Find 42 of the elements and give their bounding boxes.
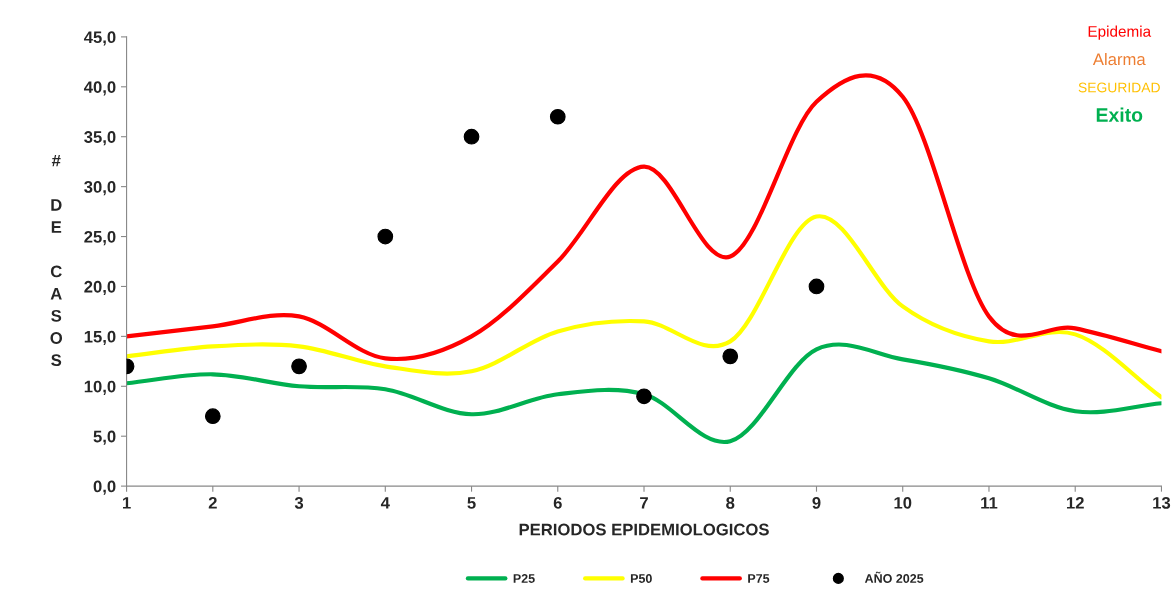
- x-tick-label: 4: [380, 497, 390, 509]
- y-tick-label: 40,0: [83, 81, 116, 96]
- x-tick-label: 13: [1153, 496, 1171, 509]
- y-tick-label: 20,0: [84, 280, 116, 296]
- text: # DE CASOS: [50, 154, 63, 367]
- legend-label: AÑO 2025: [864, 571, 924, 583]
- legend-label: P50: [630, 574, 652, 583]
- x-tick-label: 11: [981, 497, 998, 509]
- x-axis-title: PERIODOS EPIDEMIOLOGICOS: [519, 523, 769, 536]
- x-tick-label: 6: [553, 496, 562, 509]
- x-tick-label: 12: [1066, 496, 1084, 509]
- legend-label: P75: [748, 574, 770, 583]
- y-tick-label: 10,0: [84, 380, 116, 395]
- annotation: Epidemia: [1088, 25, 1152, 40]
- x-tick-label: 2: [208, 496, 217, 509]
- x-tick-label: 3: [294, 496, 304, 509]
- annotation: SEGURIDAD: [1078, 82, 1160, 93]
- y-tick-label: 30,0: [84, 181, 116, 196]
- point: [463, 128, 480, 145]
- x-tick-label: 1: [122, 497, 131, 509]
- point: [377, 228, 394, 245]
- y-tick-label: 0,0: [93, 480, 116, 495]
- y-tick-label: 5,0: [93, 430, 116, 445]
- y-tick-label: 45,0: [83, 31, 116, 46]
- x-tick-label: 7: [640, 497, 648, 509]
- y-tick-label: 35,0: [84, 131, 116, 146]
- y-tick-label: 15,0: [84, 330, 116, 345]
- point: [722, 348, 739, 365]
- legend-label: P25: [513, 574, 535, 583]
- y-tick-label: 25,0: [84, 230, 116, 246]
- point: [808, 278, 825, 295]
- point: [204, 408, 221, 425]
- x-tick-label: 10: [894, 496, 912, 509]
- x-tick-label: 9: [812, 496, 821, 509]
- x-tick-label: 5: [467, 497, 476, 509]
- point: [636, 388, 652, 405]
- line-series: [126, 214, 1162, 400]
- annotation: Alarma: [1092, 52, 1146, 66]
- point: [291, 358, 307, 375]
- annotation: Exito: [1096, 107, 1143, 122]
- x-tick-label: 8: [726, 496, 735, 509]
- point: [549, 108, 566, 125]
